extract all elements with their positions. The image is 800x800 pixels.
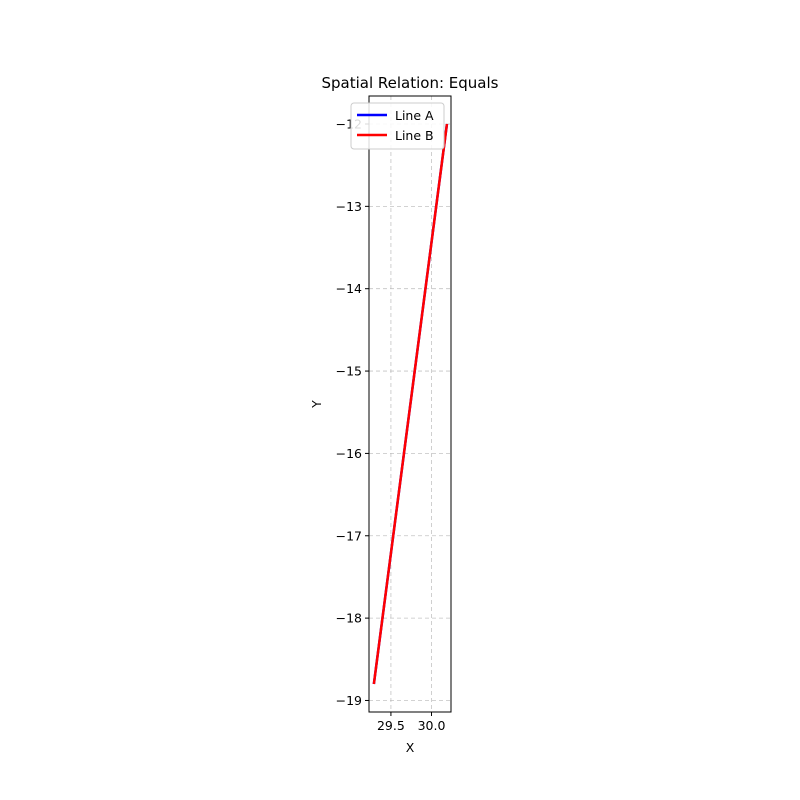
x-axis-ticks: 29.5 30.0 xyxy=(377,712,445,733)
x-tick-label: 30.0 xyxy=(418,718,446,733)
legend: Line A Line B xyxy=(350,102,445,150)
y-tick-label: −19 xyxy=(336,693,362,708)
series-lines xyxy=(372,123,449,685)
grid-lines xyxy=(369,96,451,712)
x-axis-label: X xyxy=(406,740,415,755)
y-tick-label: −17 xyxy=(336,528,362,543)
y-tick-label: −15 xyxy=(336,364,362,379)
y-axis-ticks: −19−18−17−16−15−14−13−12 xyxy=(336,117,369,708)
y-tick-label: −14 xyxy=(336,281,362,296)
plot-frame xyxy=(368,95,452,713)
y-tick-label: −13 xyxy=(336,199,362,214)
x-tick-label: 29.5 xyxy=(377,718,405,733)
y-axis-label: Y xyxy=(309,400,324,409)
legend-label-line-a: Line A xyxy=(395,108,434,123)
y-tick-label: −16 xyxy=(336,446,362,461)
series-line-line-b xyxy=(372,123,449,685)
chart-title: Spatial Relation: Equals xyxy=(322,74,499,92)
y-tick-label: −18 xyxy=(336,611,362,626)
legend-label-line-b: Line B xyxy=(395,128,434,143)
